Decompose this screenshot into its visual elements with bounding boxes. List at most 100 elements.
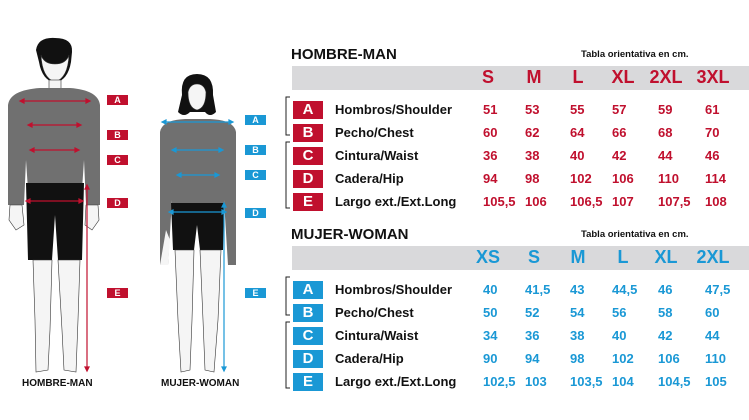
row-key-b: B <box>293 304 323 322</box>
measure-label-b: B <box>245 145 266 155</box>
size-header: L <box>572 67 584 87</box>
row-label: Cintura/Waist <box>335 148 419 163</box>
cell-value: 46 <box>658 282 673 297</box>
cell-value: 102 <box>570 171 592 186</box>
cell-value: 40 <box>612 328 627 343</box>
cell-value: 105,5 <box>483 194 516 209</box>
cell-value: 57 <box>612 102 627 117</box>
cell-value: 66 <box>612 125 627 140</box>
cell-value: 54 <box>570 305 585 320</box>
size-header: 2XL <box>696 247 730 267</box>
measure-label-d: D <box>245 208 266 218</box>
cell-value: 107,5 <box>658 194 691 209</box>
row-key-e: E <box>293 373 323 391</box>
measure-label-a: A <box>245 115 266 125</box>
cell-value: 105 <box>705 374 727 389</box>
cell-value: 104,5 <box>658 374 691 389</box>
size-header: XL <box>654 247 678 267</box>
cell-value: 110 <box>705 351 726 366</box>
cell-value: 59 <box>658 102 673 117</box>
cell-value: 103 <box>525 374 547 389</box>
man-table-title: HOMBRE-MAN <box>291 46 397 63</box>
cell-value: 106 <box>525 194 547 209</box>
cell-value: 102 <box>612 351 634 366</box>
cell-value: 40 <box>570 148 585 163</box>
cell-value: 107 <box>612 194 634 209</box>
measure-label-a: A <box>107 95 128 105</box>
cell-value: 40 <box>483 282 498 297</box>
cell-value: 114 <box>705 171 726 186</box>
cell-value: 106 <box>658 351 680 366</box>
man-body <box>8 37 100 373</box>
measure-label-c: C <box>245 170 266 180</box>
measure-label-b: B <box>107 130 128 140</box>
cell-value: 53 <box>525 102 540 117</box>
row-label: Largo ext./Ext.Long <box>335 194 457 209</box>
size-header: S <box>527 247 540 267</box>
cell-value: 56 <box>612 305 627 320</box>
row-key-d: D <box>293 350 323 368</box>
cell-value: 103,5 <box>570 374 603 389</box>
cell-value: 108 <box>705 194 727 209</box>
cell-value: 106,5 <box>570 194 603 209</box>
size-header: L <box>617 247 629 267</box>
row-key-c: C <box>293 147 323 165</box>
cell-value: 60 <box>705 305 720 320</box>
size-header: XS <box>475 247 500 267</box>
cell-value: 43 <box>570 282 585 297</box>
cell-value: 36 <box>483 148 498 163</box>
cell-value: 98 <box>570 351 585 366</box>
cell-value: 51 <box>483 102 498 117</box>
row-label: Cintura/Waist <box>335 328 419 343</box>
man-figure-illustration <box>8 37 236 373</box>
cell-value: 41,5 <box>525 282 551 297</box>
man-measure-arrows <box>18 98 92 373</box>
cell-value: 46 <box>705 148 720 163</box>
row-label: Largo ext./Ext.Long <box>335 374 457 389</box>
row-label: Hombros/Shoulder <box>335 102 453 117</box>
man-caption: HOMBRE-MAN <box>22 378 93 389</box>
woman-row-brackets <box>285 276 290 389</box>
man-table-note: Tabla orientativa en cm. <box>581 49 689 60</box>
cell-value: 94 <box>483 171 498 186</box>
cell-value: 110 <box>658 171 679 186</box>
cell-value: 44,5 <box>612 282 638 297</box>
cell-value: 44 <box>705 328 720 343</box>
cell-value: 68 <box>658 125 673 140</box>
row-key-b: B <box>293 124 323 142</box>
row-label: Pecho/Chest <box>335 125 414 140</box>
cell-value: 58 <box>658 305 673 320</box>
cell-value: 64 <box>570 125 585 140</box>
row-label: Hombros/Shoulder <box>335 282 453 297</box>
size-header: M <box>570 247 586 267</box>
cell-value: 104 <box>612 374 634 389</box>
cell-value: 90 <box>483 351 498 366</box>
woman-size-header-bar <box>292 246 749 270</box>
cell-value: 34 <box>483 328 498 343</box>
man-row-brackets <box>285 96 290 209</box>
measure-label-c: C <box>107 155 128 165</box>
row-key-a: A <box>293 281 323 299</box>
cell-value: 60 <box>483 125 498 140</box>
cell-value: 44 <box>658 148 673 163</box>
size-header: XL <box>611 67 635 87</box>
row-label: Cadera/Hip <box>335 171 404 186</box>
cell-value: 102,5 <box>483 374 516 389</box>
cell-value: 52 <box>525 305 540 320</box>
cell-value: 38 <box>525 148 540 163</box>
measure-label-e: E <box>245 288 266 298</box>
size-header: M <box>526 67 542 87</box>
woman-table-title: MUJER-WOMAN <box>291 226 409 243</box>
man-size-header-bar <box>292 66 749 90</box>
cell-value: 106 <box>612 171 634 186</box>
row-label: Cadera/Hip <box>335 351 404 366</box>
cell-value: 42 <box>658 328 673 343</box>
cell-value: 42 <box>612 148 627 163</box>
cell-value: 61 <box>705 102 720 117</box>
cell-value: 47,5 <box>705 282 731 297</box>
woman-caption: MUJER-WOMAN <box>161 378 240 389</box>
size-header: 3XL <box>696 67 730 87</box>
cell-value: 50 <box>483 305 498 320</box>
cell-value: 98 <box>525 171 540 186</box>
